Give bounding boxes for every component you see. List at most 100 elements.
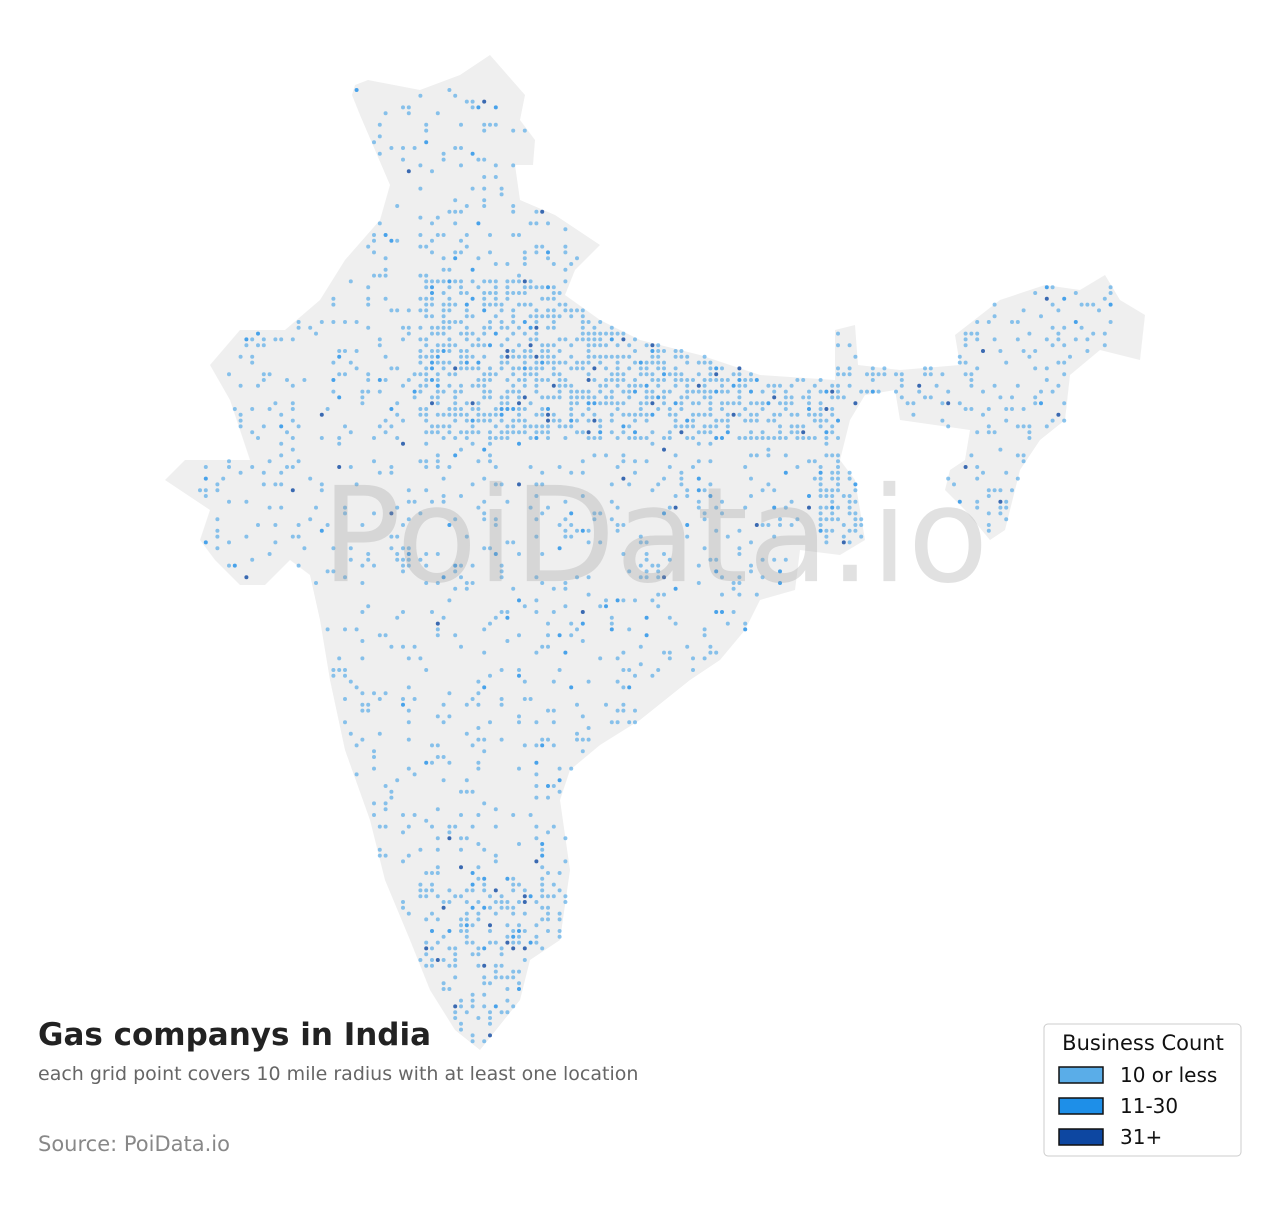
- grid-point: [464, 888, 469, 893]
- grid-point: [1015, 424, 1020, 429]
- grid-point: [546, 424, 550, 429]
- grid-point: [470, 267, 475, 272]
- grid-point: [557, 911, 562, 916]
- grid-point: [847, 494, 852, 498]
- grid-point: [459, 238, 463, 243]
- grid-point: [836, 505, 840, 510]
- grid-point: [401, 557, 405, 562]
- grid-point: [731, 610, 736, 614]
- grid-point: [482, 279, 487, 284]
- grid-point: [517, 668, 521, 672]
- grid-point: [476, 412, 481, 417]
- grid-point: [453, 279, 458, 284]
- grid-point: [540, 511, 545, 516]
- grid-point: [830, 453, 835, 458]
- grid-point: [470, 424, 475, 429]
- grid-point: [453, 256, 458, 261]
- grid-point: [406, 656, 411, 661]
- grid-point: [615, 708, 620, 713]
- grid-point: [430, 610, 434, 614]
- grid-point: [418, 233, 423, 237]
- grid-point: [447, 209, 452, 214]
- grid-point: [377, 337, 382, 342]
- grid-point: [227, 465, 231, 469]
- grid-point: [377, 389, 382, 394]
- grid-point: [499, 737, 504, 742]
- grid-point: [499, 668, 504, 672]
- grid-point: [517, 302, 521, 307]
- grid-point: [493, 888, 498, 893]
- grid-point: [476, 256, 481, 261]
- grid-point: [406, 308, 411, 313]
- grid-point: [586, 331, 591, 336]
- grid-point: [986, 511, 991, 516]
- grid-point: [441, 343, 446, 348]
- grid-point: [441, 325, 446, 330]
- grid-point: [517, 923, 521, 928]
- grid-point: [505, 337, 510, 342]
- grid-point: [511, 975, 516, 980]
- grid-point: [778, 424, 782, 429]
- grid-point: [992, 430, 997, 435]
- grid-point: [551, 262, 556, 266]
- grid-point: [540, 876, 545, 881]
- grid-point: [517, 273, 521, 278]
- grid-point: [540, 412, 545, 417]
- grid-point: [418, 296, 423, 301]
- grid-point: [418, 354, 423, 359]
- grid-point: [470, 407, 475, 411]
- grid-point: [528, 401, 533, 406]
- grid-point: [534, 209, 539, 214]
- grid-point: [986, 494, 991, 498]
- grid-point: [534, 760, 539, 765]
- grid-point: [476, 766, 481, 771]
- grid-point: [482, 476, 487, 481]
- grid-point: [743, 383, 748, 388]
- grid-point: [615, 528, 620, 533]
- grid-point: [534, 575, 539, 580]
- grid-point: [679, 378, 684, 382]
- grid-point: [377, 731, 382, 736]
- grid-point: [412, 389, 417, 394]
- grid-point: [1056, 360, 1061, 365]
- grid-point: [540, 905, 545, 910]
- grid-point: [238, 412, 243, 417]
- grid-point: [453, 366, 458, 371]
- grid-point: [453, 93, 458, 98]
- grid-point: [609, 325, 614, 330]
- grid-point: [986, 523, 991, 527]
- grid-point: [1015, 337, 1020, 342]
- grid-point: [447, 424, 452, 429]
- grid-point: [412, 644, 417, 649]
- grid-point: [795, 430, 800, 435]
- grid-point: [464, 401, 469, 406]
- grid-point: [650, 441, 655, 446]
- grid-point: [203, 476, 208, 481]
- grid-point: [470, 418, 475, 423]
- grid-point: [406, 911, 411, 916]
- grid-point: [812, 383, 817, 388]
- grid-point: [505, 389, 510, 394]
- grid-point: [546, 917, 550, 922]
- grid-point: [534, 412, 539, 417]
- grid-point: [702, 389, 707, 394]
- grid-point: [366, 708, 371, 713]
- grid-point: [534, 743, 539, 748]
- grid-point: [737, 401, 742, 406]
- grid-point: [418, 958, 423, 962]
- grid-point: [563, 534, 568, 539]
- grid-point: [482, 801, 487, 806]
- grid-point: [563, 650, 568, 655]
- grid-point: [986, 528, 991, 533]
- grid-point: [337, 668, 342, 672]
- grid-point: [928, 366, 933, 371]
- grid-point: [586, 395, 591, 400]
- grid-point: [285, 430, 289, 435]
- grid-point: [1062, 360, 1067, 365]
- grid-point: [499, 900, 504, 904]
- grid-point: [569, 534, 574, 539]
- grid-point: [621, 337, 626, 342]
- grid-point: [673, 366, 678, 371]
- grid-point: [441, 702, 446, 707]
- grid-point: [366, 325, 371, 330]
